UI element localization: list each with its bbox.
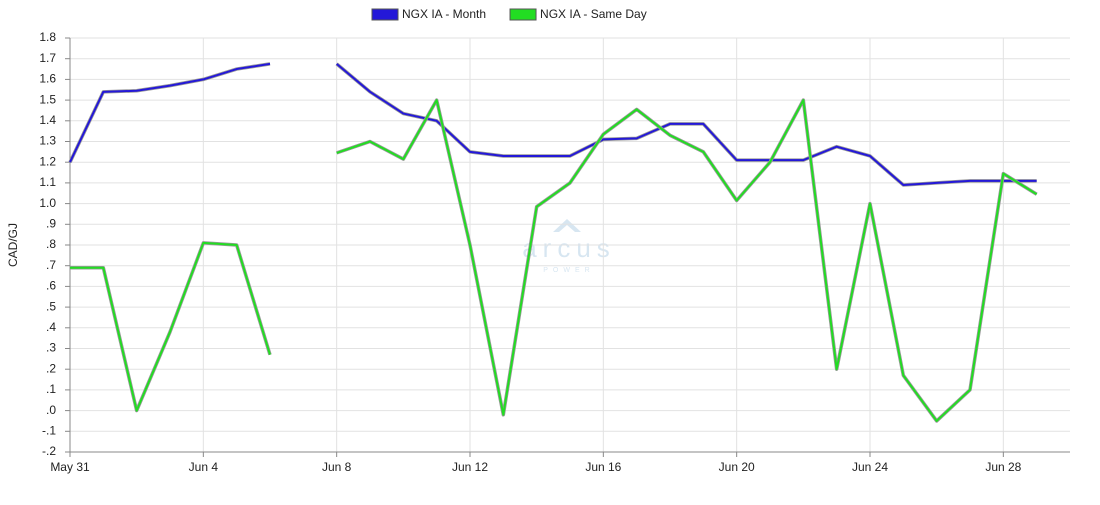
y-tick-label: .5 [46, 299, 56, 313]
series-line [69, 62, 271, 163]
legend-item: NGX IA - Same Day [509, 7, 647, 21]
legend-swatch [371, 8, 399, 21]
y-tick-label: .7 [46, 258, 56, 272]
y-tick-label: 1.2 [39, 154, 56, 168]
legend-label: NGX IA - Month [402, 7, 486, 21]
y-tick-label: 1.5 [39, 92, 56, 106]
y-tick-label: .4 [46, 320, 56, 334]
y-tick-label: .3 [46, 341, 56, 355]
y-tick-label: .2 [46, 361, 56, 375]
line-shadow [336, 98, 1038, 423]
x-tick-label: Jun 12 [452, 460, 488, 474]
x-tick-label: Jun 20 [719, 460, 755, 474]
x-tick-label: Jun 16 [585, 460, 621, 474]
series-line [336, 63, 1037, 186]
y-tick-label: 1.4 [39, 113, 56, 127]
y-axis-label: CAD/GJ [6, 223, 20, 267]
watermark: arcus POWER [522, 219, 616, 274]
y-tick-label: 1.6 [39, 72, 56, 86]
legend-swatch [509, 8, 537, 21]
y-tick-label: .0 [46, 403, 56, 417]
y-tick-label: 1.3 [39, 134, 56, 148]
series-line [70, 241, 271, 412]
y-tick-label: .1 [46, 382, 56, 396]
line-shadow [68, 62, 271, 163]
y-tick-label: 1.1 [39, 175, 56, 189]
y-tick-label: -.2 [42, 444, 56, 458]
legend-item: NGX IA - Month [371, 7, 486, 21]
watermark-logo [553, 219, 581, 232]
y-tick-label: 1.0 [39, 196, 56, 210]
watermark-brand: arcus [522, 233, 616, 263]
y-tick-label: -.1 [42, 423, 56, 437]
x-tick-label: May 31 [50, 460, 90, 474]
watermark-sub: POWER [543, 267, 594, 274]
y-tick-label: .6 [46, 279, 56, 293]
x-tick-label: Jun 8 [322, 460, 352, 474]
x-tick-label: Jun 24 [852, 460, 888, 474]
x-tick-label: Jun 28 [985, 460, 1021, 474]
x-tick-label: Jun 4 [189, 460, 219, 474]
y-tick-label: .9 [46, 216, 56, 230]
y-tick-label: .8 [46, 237, 56, 251]
series-line [336, 99, 1038, 422]
y-tick-label: 1.8 [39, 30, 56, 44]
y-tick-label: 1.7 [39, 51, 56, 65]
legend-label: NGX IA - Same Day [540, 7, 647, 21]
